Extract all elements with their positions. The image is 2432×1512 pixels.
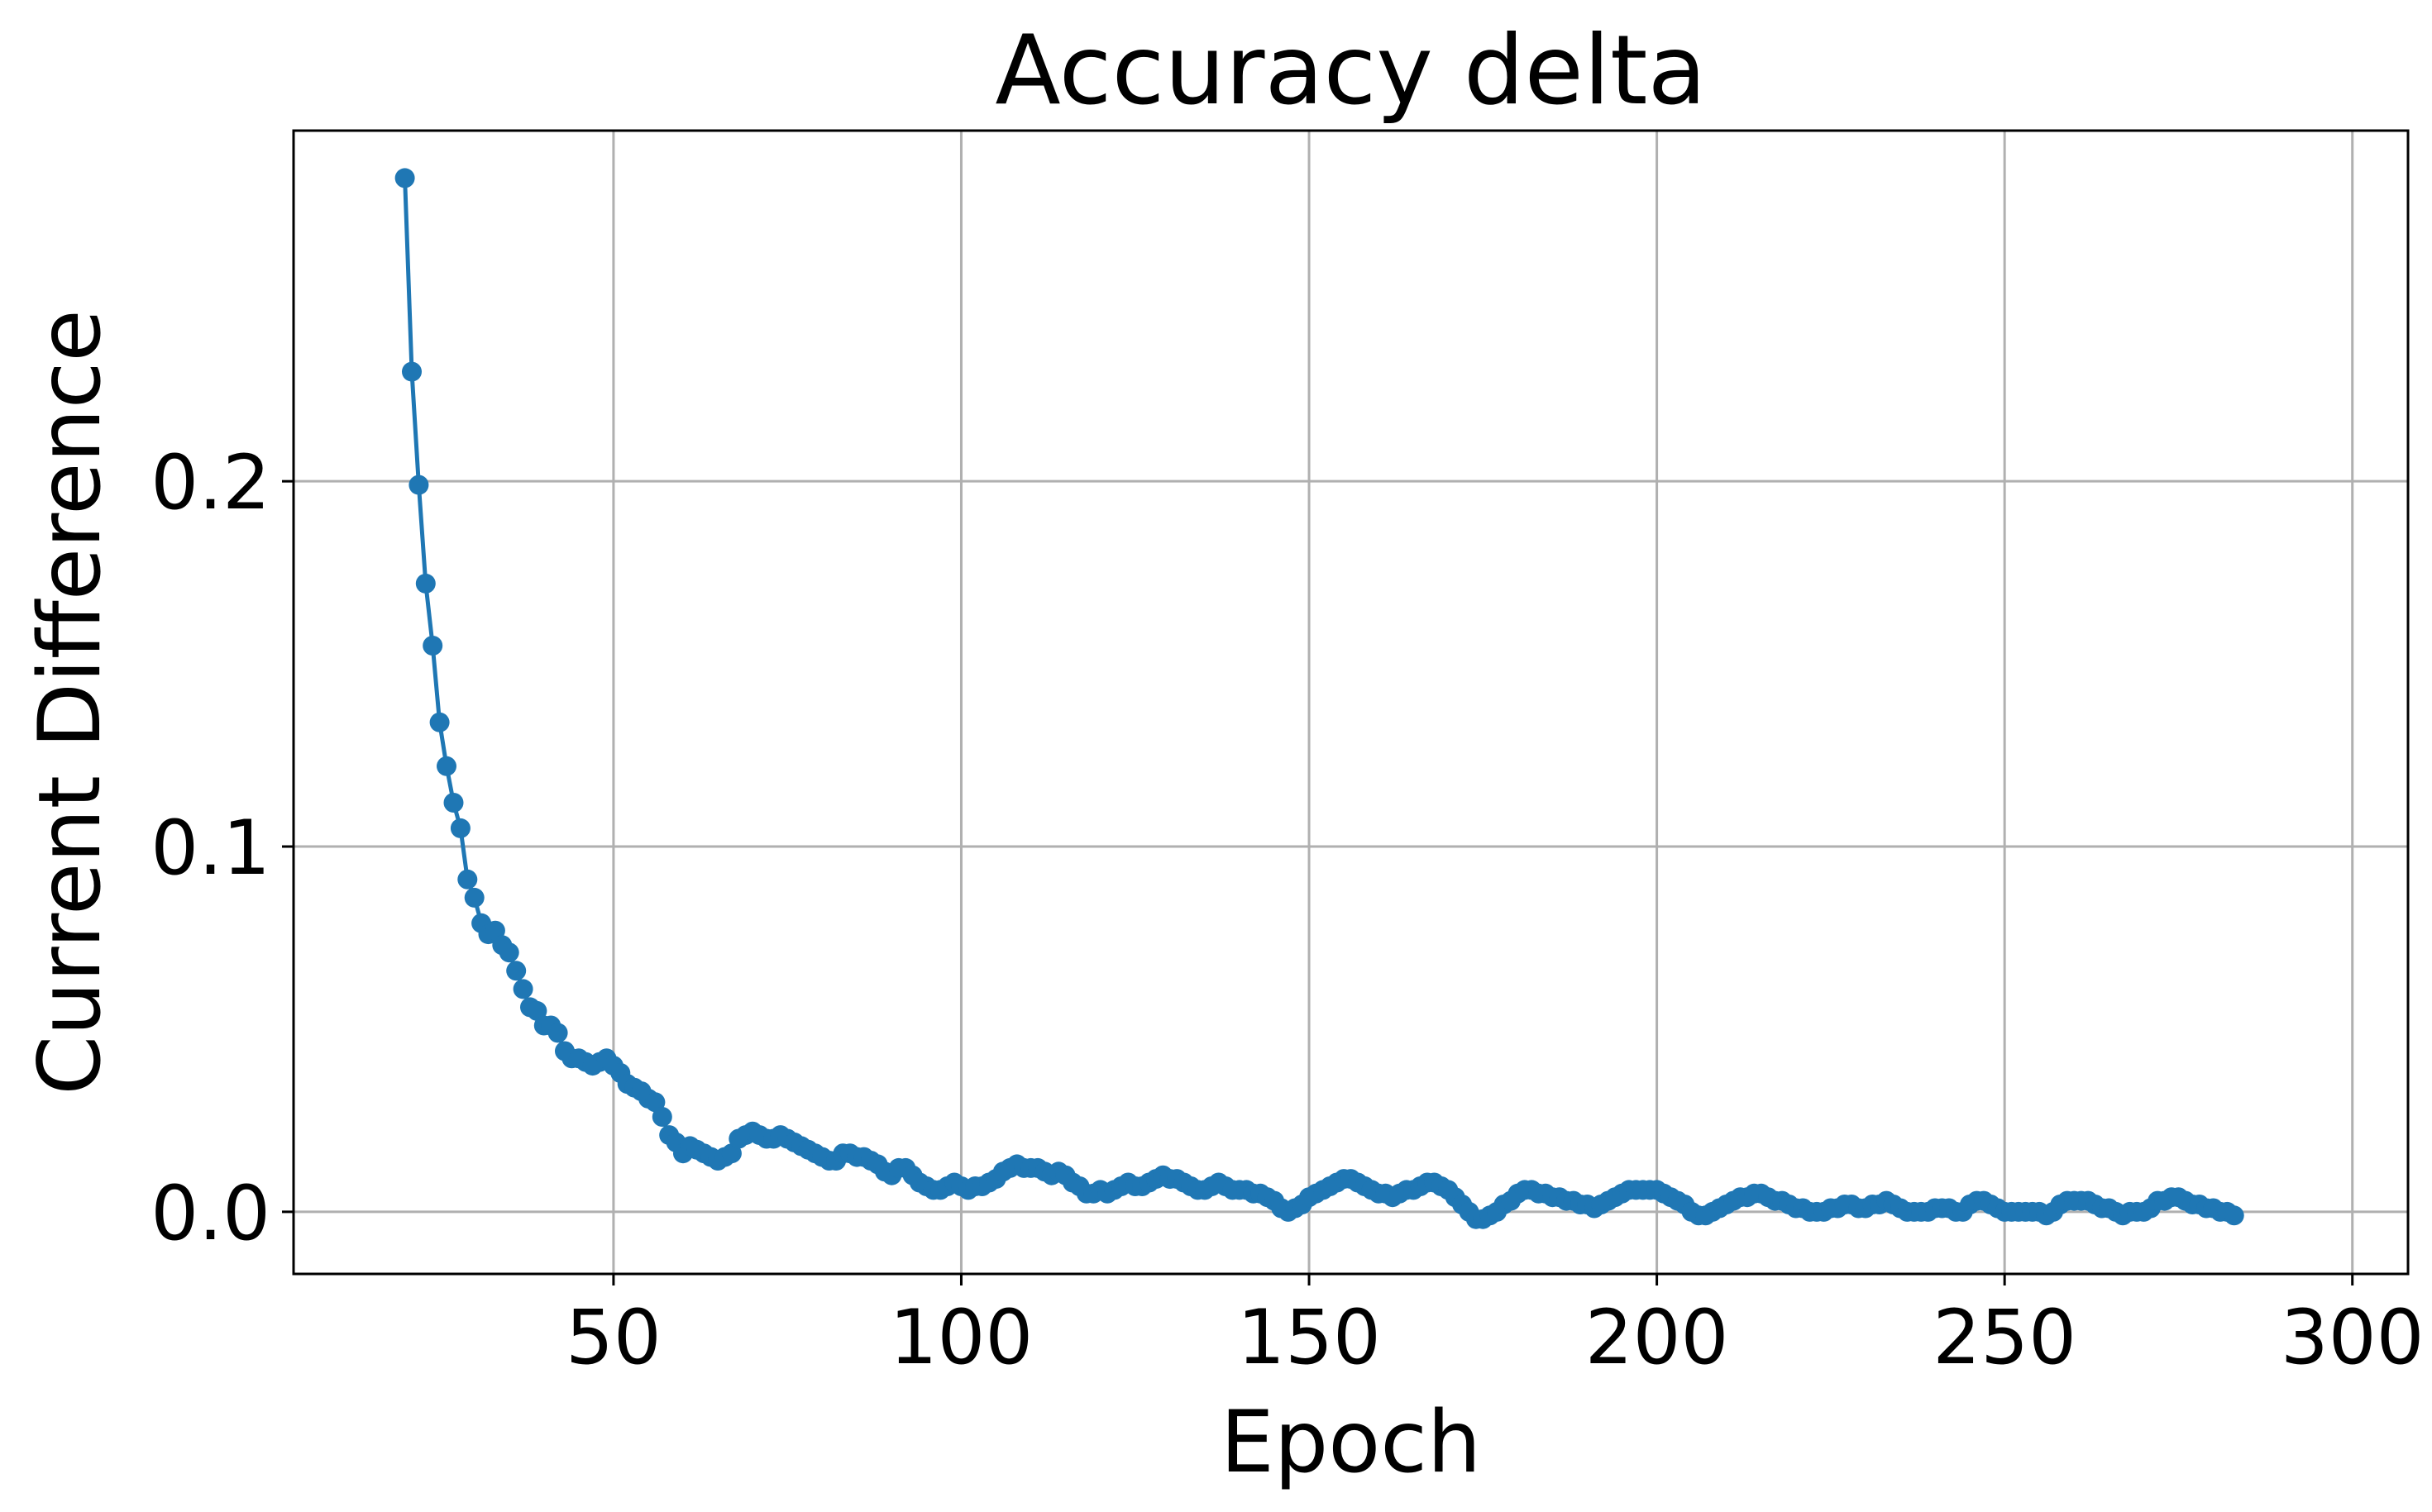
y-axis-label: Current Difference — [21, 309, 120, 1095]
data-point — [506, 961, 527, 981]
chart-title: Accuracy delta — [995, 15, 1706, 126]
data-point — [394, 168, 415, 188]
series-line — [403, 178, 2235, 1222]
x-tick-label: 100 — [890, 1295, 1034, 1381]
data-point — [437, 756, 456, 776]
plot-frame — [292, 129, 2410, 1276]
grid — [294, 131, 2408, 1274]
series-accuracy-delta — [394, 168, 2244, 1229]
x-tick-label: 200 — [1585, 1295, 1729, 1381]
x-tick-label: 150 — [1237, 1295, 1381, 1381]
data-point — [2224, 1205, 2244, 1226]
x-tick-label: 50 — [566, 1295, 662, 1381]
data-point — [409, 475, 429, 495]
x-axis-label: Epoch — [1221, 1393, 1481, 1492]
data-point — [450, 818, 471, 838]
data-point — [423, 636, 443, 656]
x-tick-label: 250 — [1933, 1295, 2076, 1381]
data-point — [415, 573, 436, 594]
data-point — [464, 887, 485, 908]
axis-ticks: 50 100 150 200 250 300 0.0 0.1 0.2 — [151, 440, 2424, 1381]
data-point — [547, 1023, 568, 1043]
x-tick-label: 300 — [2281, 1295, 2425, 1381]
y-tick-label: 0.1 — [151, 805, 270, 892]
data-point — [402, 361, 422, 382]
data-point — [513, 979, 533, 999]
y-tick-label: 0.2 — [151, 440, 270, 527]
y-tick-label: 0.0 — [151, 1171, 270, 1257]
data-point — [499, 942, 519, 963]
data-point — [443, 793, 464, 813]
data-point — [457, 869, 478, 890]
data-point — [652, 1107, 672, 1127]
data-point — [429, 712, 450, 732]
